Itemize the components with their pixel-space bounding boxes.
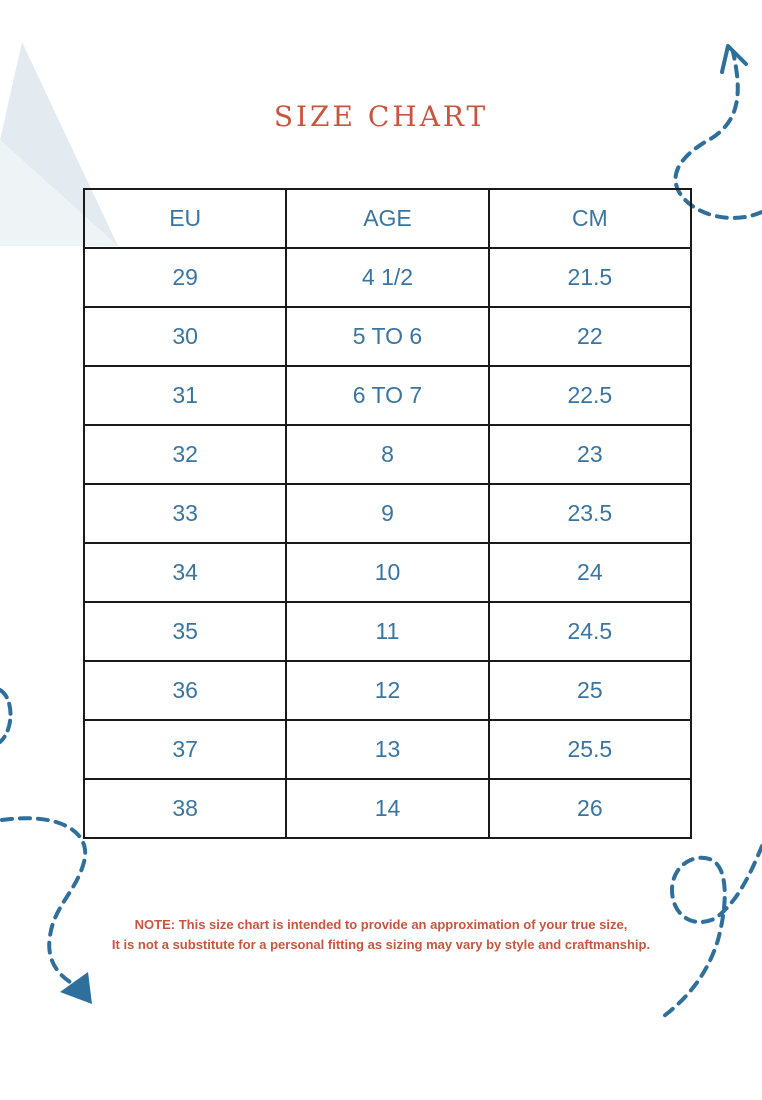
note-line-1: NOTE: This size chart is intended to pro… — [134, 917, 628, 932]
arrowhead-top-right-icon — [720, 44, 748, 74]
cell-age: 10 — [285, 542, 490, 603]
disclaimer-note: NOTE: This size chart is intended to pro… — [0, 915, 762, 955]
cell-cm: 23 — [487, 424, 693, 485]
cell-age: 4 1/2 — [285, 247, 490, 308]
table-row: 36 12 25 — [82, 660, 693, 721]
cell-eu: 38 — [82, 778, 288, 839]
cell-eu: 35 — [82, 601, 288, 662]
cell-age: 11 — [285, 601, 490, 662]
cell-cm: 25.5 — [487, 719, 693, 780]
cell-cm: 22.5 — [487, 365, 693, 426]
cell-eu: 30 — [82, 306, 288, 367]
note-line-2: It is not a substitute for a personal fi… — [111, 937, 651, 952]
cell-age: 12 — [285, 660, 490, 721]
cell-cm: 24 — [487, 542, 693, 603]
cell-age: 8 — [285, 424, 490, 485]
cell-cm: 24.5 — [487, 601, 693, 662]
dashed-arrow-bottom-left-icon — [0, 816, 88, 984]
cell-cm: 23.5 — [487, 483, 693, 544]
cell-age: 5 TO 6 — [285, 306, 490, 367]
arrowhead-bottom-left-icon — [60, 972, 92, 1004]
table-row: 37 13 25.5 — [82, 719, 693, 780]
table-row: 30 5 TO 6 22 — [82, 306, 693, 367]
table-row: 38 14 26 — [82, 778, 693, 839]
cell-eu: 34 — [82, 542, 288, 603]
cell-cm: 26 — [487, 778, 693, 839]
cell-eu: 32 — [82, 424, 288, 485]
column-header-cm: CM — [487, 188, 693, 249]
cell-cm: 21.5 — [487, 247, 693, 308]
table-row: 32 8 23 — [82, 424, 693, 485]
column-header-age: AGE — [285, 188, 490, 249]
cell-eu: 31 — [82, 365, 288, 426]
table-header-row: EU AGE CM — [82, 188, 693, 249]
cell-eu: 29 — [82, 247, 288, 308]
cell-eu: 33 — [82, 483, 288, 544]
table-row: 34 10 24 — [82, 542, 693, 603]
page-title: SIZE CHART — [273, 100, 489, 133]
cell-cm: 25 — [487, 660, 693, 721]
column-header-eu: EU — [82, 188, 288, 249]
cell-age: 6 TO 7 — [285, 365, 490, 426]
cell-cm: 22 — [487, 306, 693, 367]
dashed-arc-left-icon — [0, 688, 13, 744]
cell-eu: 37 — [82, 719, 288, 780]
size-chart-table: EU AGE CM 29 4 1/2 21.5 30 5 TO 6 22 31 … — [82, 188, 693, 839]
table-row: 31 6 TO 7 22.5 — [82, 365, 693, 426]
cell-age: 13 — [285, 719, 490, 780]
table-row: 35 11 24.5 — [82, 601, 693, 662]
cell-age: 14 — [285, 778, 490, 839]
table-row: 29 4 1/2 21.5 — [82, 247, 693, 308]
table-row: 33 9 23.5 — [82, 483, 693, 544]
cell-age: 9 — [285, 483, 490, 544]
cell-eu: 36 — [82, 660, 288, 721]
